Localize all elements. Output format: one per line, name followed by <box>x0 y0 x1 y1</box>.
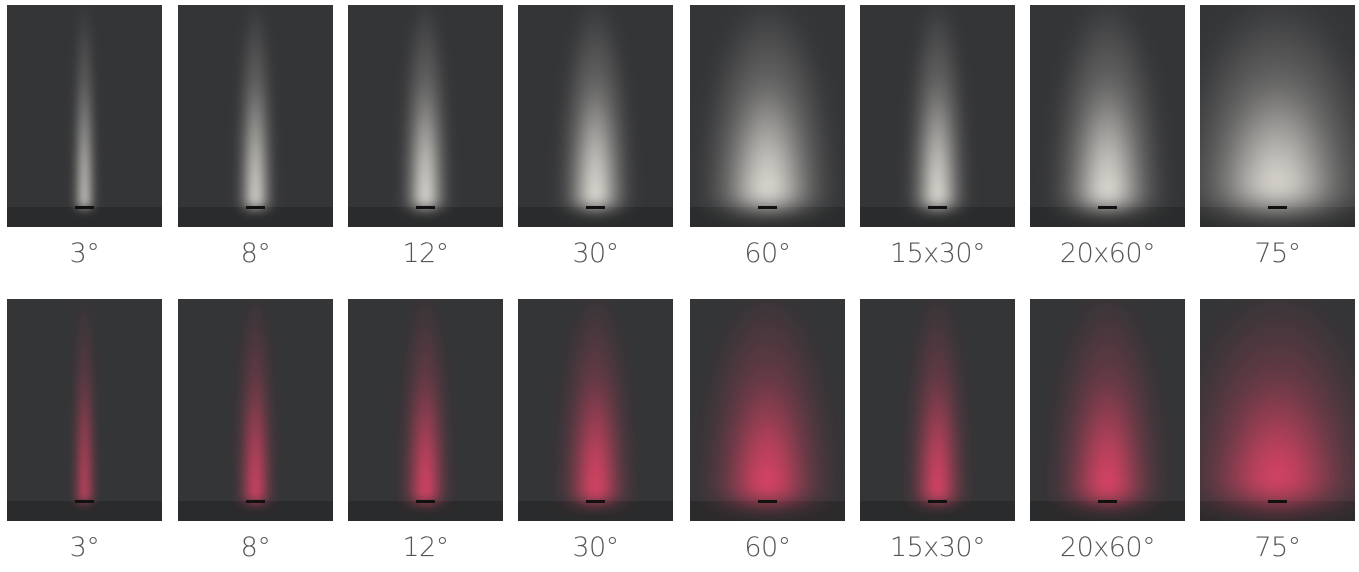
floor <box>690 207 845 227</box>
light-beam <box>1050 299 1165 502</box>
beam-panel <box>348 5 503 227</box>
fixture <box>1098 206 1117 209</box>
beam-panel <box>1030 5 1185 227</box>
beam-angle-label: 30° <box>572 238 619 269</box>
beam-angle-label: 15x30° <box>889 532 986 563</box>
fixture <box>75 206 94 209</box>
floor <box>1030 501 1185 521</box>
light-beam <box>1200 299 1355 502</box>
beam-panel <box>7 299 162 521</box>
floor <box>518 207 673 227</box>
fixture <box>1268 500 1287 503</box>
floor <box>1030 207 1185 227</box>
beam-angle-label: 75° <box>1254 532 1301 563</box>
light-beam <box>700 5 835 208</box>
light-beam <box>73 5 96 208</box>
fixture <box>928 500 947 503</box>
fixture <box>1268 206 1287 209</box>
beam-panel <box>690 299 845 521</box>
beam-panel <box>7 5 162 227</box>
beam-panel <box>518 299 673 521</box>
beam-angle-label: 30° <box>572 532 619 563</box>
fixture <box>758 500 777 503</box>
fixture <box>758 206 777 209</box>
beam-angle-label: 8° <box>240 532 271 563</box>
beam-panel <box>518 5 673 227</box>
beam-angle-label: 20x60° <box>1059 532 1156 563</box>
floor <box>860 207 1015 227</box>
fixture <box>246 500 265 503</box>
light-beam <box>73 299 96 502</box>
light-beam <box>236 299 275 502</box>
beam-panel <box>1200 5 1355 227</box>
beam-panel <box>1200 299 1355 521</box>
light-beam <box>400 5 451 208</box>
light-beam <box>558 5 633 208</box>
fixture <box>416 206 435 209</box>
floor <box>860 501 1015 521</box>
floor <box>7 501 162 521</box>
beam-angle-label: 60° <box>744 532 791 563</box>
floor <box>1200 207 1355 227</box>
beam-angle-label: 15x30° <box>889 238 986 269</box>
fixture <box>586 206 605 209</box>
beam-angle-label: 75° <box>1254 238 1301 269</box>
beam-angle-label: 3° <box>69 238 100 269</box>
floor <box>348 501 503 521</box>
floor <box>178 207 333 227</box>
light-beam <box>1200 5 1355 208</box>
beam-panel <box>1030 299 1185 521</box>
beam-panel <box>860 5 1015 227</box>
light-beam <box>700 299 835 502</box>
beam-panel <box>690 5 845 227</box>
floor <box>1200 501 1355 521</box>
fixture <box>416 500 435 503</box>
beam-angle-label: 3° <box>69 532 100 563</box>
floor <box>178 501 333 521</box>
light-beam <box>906 5 969 208</box>
beam-angle-label: 12° <box>402 532 449 563</box>
fixture <box>928 206 947 209</box>
beam-angle-label: 12° <box>402 238 449 269</box>
floor <box>7 207 162 227</box>
beam-panel <box>348 299 503 521</box>
fixture <box>586 500 605 503</box>
beam-panel <box>178 299 333 521</box>
beam-panel <box>860 299 1015 521</box>
light-beam <box>400 299 451 502</box>
floor <box>518 501 673 521</box>
fixture <box>246 206 265 209</box>
beam-angle-label: 60° <box>744 238 791 269</box>
floor <box>348 207 503 227</box>
floor <box>690 501 845 521</box>
beam-angle-label: 20x60° <box>1059 238 1156 269</box>
light-beam <box>906 299 969 502</box>
beam-panel <box>178 5 333 227</box>
fixture <box>75 500 94 503</box>
light-beam <box>236 5 275 208</box>
fixture <box>1098 500 1117 503</box>
beam-angle-label: 8° <box>240 238 271 269</box>
light-beam <box>1050 5 1165 208</box>
light-beam <box>558 299 633 502</box>
